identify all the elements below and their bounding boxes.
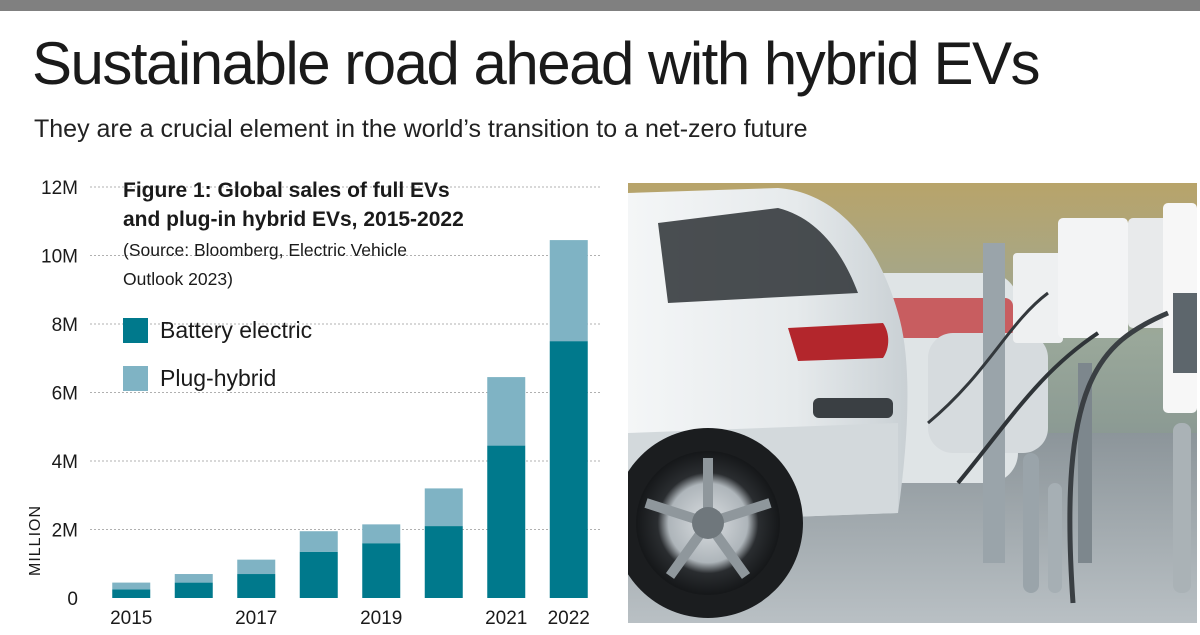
bar-plug-2020 <box>424 488 463 527</box>
figure-title-line: Figure 1: Global sales of full EVs <box>123 179 450 202</box>
y-tick-label: 2M <box>52 521 78 542</box>
bar-plug-2022 <box>549 240 588 342</box>
bar-plug-2019 <box>362 524 401 544</box>
ev-sales-chart: 0 2M 4M 6M 8M 10M 12M 2015 2017 2019 2021 2022 MILLI… <box>27 178 600 629</box>
bar-battery-2016 <box>174 582 213 598</box>
bar-plug-2021 <box>487 377 526 446</box>
page-title: Sustainable road ahead with hybrid EVs <box>32 30 1041 97</box>
x-tick-label: 2021 <box>485 608 527 629</box>
legend-swatch-plug <box>123 366 148 391</box>
bar-battery-2017 <box>237 574 276 598</box>
figure-title-line: and plug-in hybrid EVs, 2015-2022 <box>123 208 464 231</box>
legend-label: Battery electric <box>160 317 312 343</box>
x-tick-label: 2019 <box>360 608 402 629</box>
y-tick-label: 6M <box>52 384 78 405</box>
bar-battery-2018 <box>299 551 338 598</box>
bar-battery-2022 <box>549 341 588 598</box>
figure-source-line: Outlook 2023) <box>123 269 233 289</box>
x-tick-label: 2022 <box>548 608 590 629</box>
bar-plug-2018 <box>299 531 338 552</box>
x-tick-label: 2015 <box>110 608 152 629</box>
bar-plug-2015 <box>112 582 151 590</box>
bar-battery-2020 <box>424 526 463 598</box>
y-tick-label: 0 <box>67 589 78 610</box>
y-tick-label: 4M <box>52 452 78 473</box>
car-charging-photo <box>628 183 1197 623</box>
legend-label: Plug-hybrid <box>160 365 276 391</box>
y-tick-label: 12M <box>41 178 78 199</box>
top-rule <box>0 0 1200 11</box>
bar-battery-2015 <box>112 589 151 598</box>
page-subtitle: They are a crucial element in the world’… <box>34 115 808 143</box>
figure-source-line: (Source: Bloomberg, Electric Vehicle <box>123 240 407 260</box>
bar-battery-2019 <box>362 543 401 598</box>
bar-plug-2016 <box>174 574 213 583</box>
y-axis-label: MILLION <box>27 505 44 576</box>
legend-swatch-battery <box>123 318 148 343</box>
bar-battery-2021 <box>487 445 526 598</box>
bar-plug-2017 <box>237 559 276 575</box>
y-tick-label: 10M <box>41 247 78 268</box>
x-tick-label: 2017 <box>235 608 277 629</box>
y-tick-label: 8M <box>52 315 78 336</box>
